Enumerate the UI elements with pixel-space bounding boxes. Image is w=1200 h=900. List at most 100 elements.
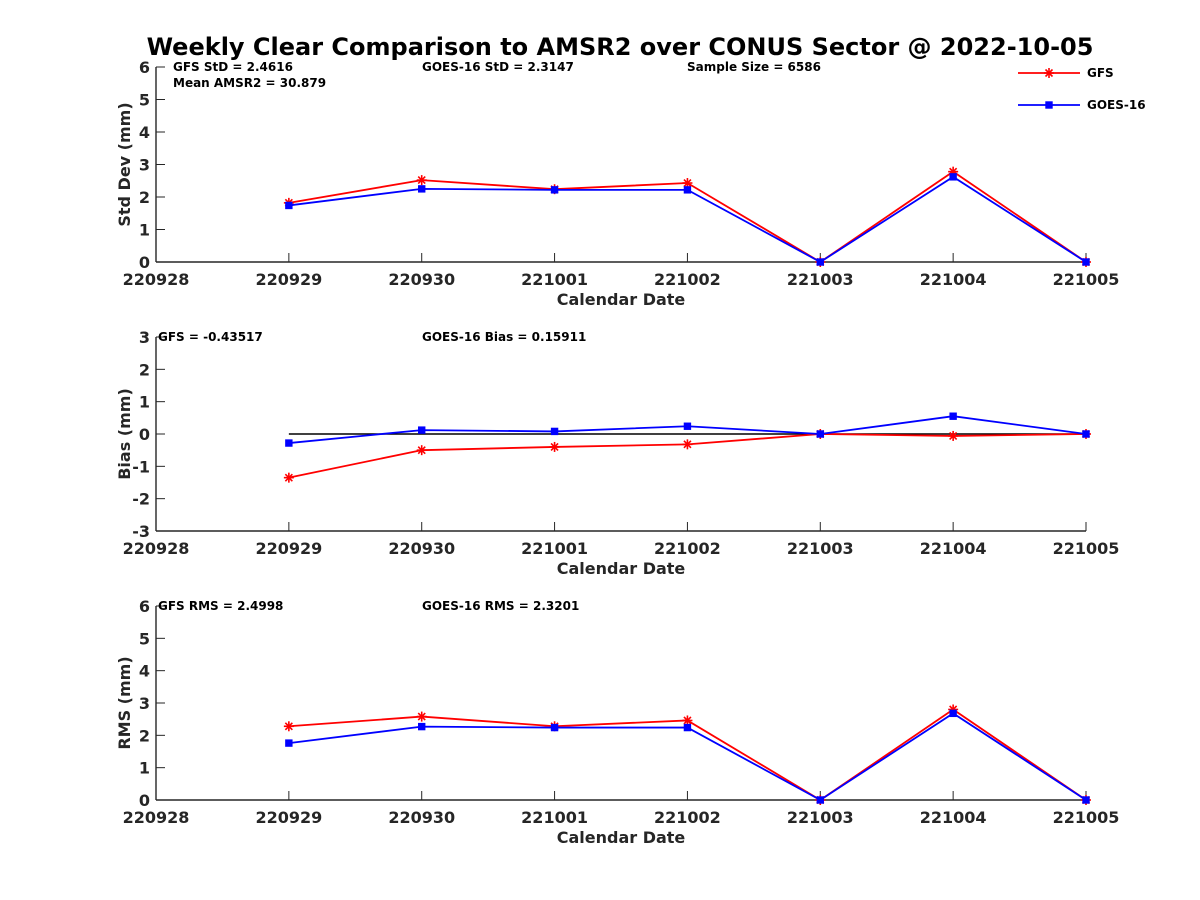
stat-annotation: GOES-16 Bias = 0.15911 (422, 330, 586, 344)
x-tick-label: 220930 (388, 539, 455, 558)
goes16-data-point (285, 439, 293, 447)
gfs-data-point (416, 711, 427, 722)
stat-annotation: Mean AMSR2 = 30.879 (173, 76, 326, 90)
goes16-data-point (1082, 796, 1090, 804)
goes16-data-point (418, 185, 426, 193)
goes16-data-point (816, 430, 824, 438)
y-tick-label: 4 (139, 662, 150, 681)
legend-marker-asterisk (1044, 68, 1054, 78)
stat-annotation: GFS StD = 2.4616 (173, 60, 293, 74)
legend-marker-square (1045, 101, 1053, 109)
legend-label: GOES-16 (1087, 98, 1146, 112)
x-tick-label: 221005 (1053, 539, 1120, 558)
x-tick-label: 220928 (123, 808, 190, 827)
x-tick-label: 221004 (920, 539, 987, 558)
x-tick-label: 220929 (255, 808, 322, 827)
goes16-data-point (816, 258, 824, 266)
y-tick-label: 5 (139, 629, 150, 648)
y-tick-label: 2 (139, 360, 150, 379)
goes16-data-point (683, 723, 692, 732)
panel-1: 0 1 2 3 4 5 6 220928 220929 220930 221001 221002 221… (115, 58, 1119, 309)
y-tick-label: 6 (139, 597, 150, 616)
goes16-data-point (816, 796, 824, 804)
goes16-data-point (683, 422, 692, 430)
x-tick-label: 221002 (654, 270, 721, 289)
y-tick-label: 3 (139, 694, 150, 713)
x-tick-label: 221004 (920, 270, 987, 289)
y-tick-label: 5 (139, 91, 150, 110)
goes16-data-point (949, 173, 957, 181)
goes16-data-point (550, 427, 559, 436)
y-tick-label: -2 (132, 490, 150, 509)
goes16-data-point (1082, 258, 1090, 266)
goes16-data-point (418, 426, 426, 434)
goes16-data-point (285, 201, 293, 210)
chart-title: Weekly Clear Comparison to AMSR2 over CO… (147, 33, 1094, 61)
x-tick-label: 221002 (654, 539, 721, 558)
y-tick-label: 2 (139, 726, 150, 745)
x-axis-label: Calendar Date (557, 559, 686, 578)
goes16-data-point (285, 739, 293, 747)
y-tick-label: 2 (139, 188, 150, 207)
y-tick-label: -1 (132, 457, 150, 476)
legend-label: GFS (1087, 66, 1114, 80)
x-tick-label: 220928 (123, 270, 190, 289)
panel-3: 0 1 2 3 4 5 6 220928 220929 220930 221001 221002 221… (115, 597, 1119, 847)
goes16-data-point (683, 186, 692, 194)
stat-annotation: GOES-16 RMS = 2.3201 (422, 599, 579, 613)
x-tick-label: 220930 (388, 270, 455, 289)
gfs-data-point (283, 472, 294, 483)
stat-annotation: GFS RMS = 2.4998 (158, 599, 283, 613)
x-tick-label: 221004 (920, 808, 987, 827)
gfs-data-point (416, 175, 427, 186)
chart-legend: GFS GOES-16 (1018, 66, 1146, 112)
x-tick-label: 221001 (521, 539, 588, 558)
x-tick-label: 220929 (255, 270, 322, 289)
gfs-data-point (549, 441, 560, 452)
goes16-data-point (1082, 430, 1090, 438)
stat-annotation: Sample Size = 6586 (687, 60, 821, 74)
y-axis-label: Std Dev (mm) (115, 102, 134, 226)
goes16-data-point (550, 186, 559, 194)
x-tick-label: 221002 (654, 808, 721, 827)
y-tick-label: 1 (139, 221, 150, 240)
x-tick-label: 221001 (521, 270, 588, 289)
stat-annotation: GFS = -0.43517 (158, 330, 263, 344)
y-tick-label: 4 (139, 123, 150, 142)
gfs-data-point (283, 721, 294, 732)
y-tick-label: -3 (132, 522, 150, 541)
panel-2: -3 -2 -1 0 1 2 3 220928 220929 220930 221001 221002… (115, 328, 1119, 578)
x-tick-label: 220928 (123, 539, 190, 558)
y-tick-label: 0 (139, 253, 150, 272)
gfs-data-point (682, 439, 693, 450)
x-axis-label: Calendar Date (557, 290, 686, 309)
x-tick-label: 221003 (787, 270, 854, 289)
y-tick-label: 0 (139, 791, 150, 810)
x-tick-label: 221003 (787, 808, 854, 827)
x-tick-label: 220929 (255, 539, 322, 558)
goes16-data-point (418, 722, 426, 731)
y-axis-label: RMS (mm) (115, 656, 134, 749)
x-tick-label: 221005 (1053, 270, 1120, 289)
x-tick-label: 221003 (787, 539, 854, 558)
y-tick-label: 1 (139, 393, 150, 412)
goes16-data-point (550, 723, 559, 732)
y-tick-label: 1 (139, 759, 150, 778)
gfs-data-point (416, 445, 427, 456)
y-tick-label: 6 (139, 58, 150, 77)
x-axis-label: Calendar Date (557, 828, 686, 847)
y-tick-label: 3 (139, 328, 150, 347)
goes16-data-point (949, 412, 957, 420)
stat-annotation: GOES-16 StD = 2.3147 (422, 60, 574, 74)
goes16-data-point (949, 709, 957, 718)
x-tick-label: 220930 (388, 808, 455, 827)
x-tick-label: 221001 (521, 808, 588, 827)
gfs-data-point (682, 715, 693, 726)
y-tick-label: 3 (139, 156, 150, 175)
x-tick-label: 221005 (1053, 808, 1120, 827)
y-tick-label: 0 (139, 425, 150, 444)
gfs-data-point (948, 430, 959, 441)
y-axis-label: Bias (mm) (115, 388, 134, 480)
